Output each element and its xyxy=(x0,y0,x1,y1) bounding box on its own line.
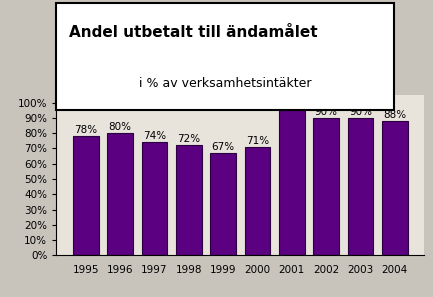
Text: 90%: 90% xyxy=(315,107,338,117)
Text: 90%: 90% xyxy=(349,107,372,117)
Text: 67%: 67% xyxy=(212,142,235,152)
Bar xyxy=(348,118,373,255)
Text: 74%: 74% xyxy=(143,131,166,141)
Text: 71%: 71% xyxy=(246,136,269,146)
Bar xyxy=(176,146,202,255)
Text: Andel utbetalt till ändamålet: Andel utbetalt till ändamålet xyxy=(69,26,318,40)
Text: i % av verksamhetsintäkter: i % av verksamhetsintäkter xyxy=(139,77,311,90)
Bar xyxy=(107,133,133,255)
Bar xyxy=(313,118,339,255)
Bar xyxy=(73,136,99,255)
Text: 80%: 80% xyxy=(109,122,132,132)
Text: 88%: 88% xyxy=(383,110,406,120)
Bar xyxy=(245,147,270,255)
Text: 72%: 72% xyxy=(177,134,200,144)
Bar xyxy=(210,153,236,255)
Bar xyxy=(279,110,305,255)
Bar xyxy=(142,142,168,255)
Bar xyxy=(382,121,407,255)
Text: 95%: 95% xyxy=(280,99,304,109)
Text: 78%: 78% xyxy=(74,125,97,135)
